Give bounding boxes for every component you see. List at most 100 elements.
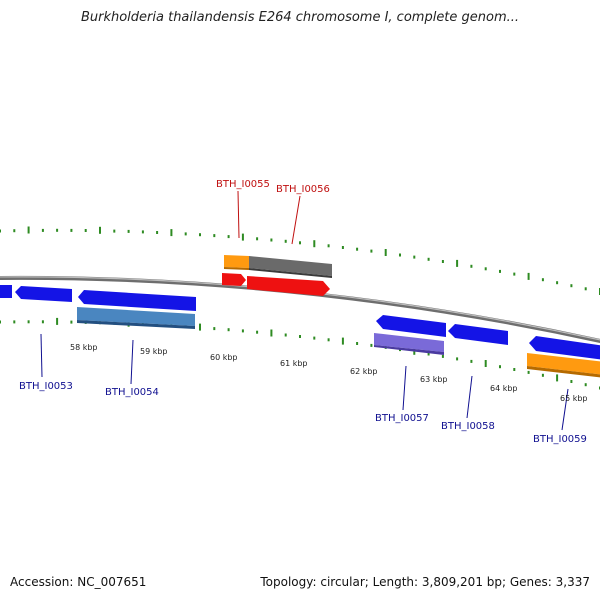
minor-tick [484, 267, 487, 271]
gene-leader-line [237, 190, 240, 239]
gene-leader-line [130, 339, 134, 385]
minor-tick [184, 232, 187, 236]
gene-leader-line [291, 195, 301, 245]
tick-label: 58 kbp [70, 343, 98, 352]
accession-text: Accession: NC_007651 [10, 575, 147, 589]
inner-dot-track [0, 317, 600, 390]
minor-tick [41, 228, 44, 232]
gene-label[interactable]: BTH_I0053 [19, 381, 73, 392]
feature-red-arrow-1[interactable] [222, 273, 246, 286]
minor-tick [541, 278, 544, 282]
major-tick [341, 337, 344, 345]
gene-label[interactable]: BTH_I0055 [216, 179, 270, 190]
minor-tick [213, 327, 216, 331]
minor-tick [199, 233, 201, 237]
minor-tick [470, 264, 473, 268]
minor-tick [556, 281, 559, 285]
minor-tick [370, 249, 373, 253]
minor-tick [570, 380, 573, 383]
minor-tick [141, 230, 144, 234]
major-tick [456, 259, 459, 267]
major-tick [556, 374, 559, 382]
major-tick [241, 233, 244, 241]
feature-gray-bar[interactable] [249, 256, 332, 278]
feature-red-arrow-2[interactable] [247, 276, 330, 296]
feature-blue-arrow-1[interactable] [0, 285, 12, 298]
feature-orange-lower[interactable] [527, 353, 600, 378]
minor-tick [584, 287, 587, 291]
minor-tick [227, 328, 230, 332]
minor-tick [356, 247, 359, 251]
minor-tick [299, 241, 301, 245]
feature-blue-arrow-4[interactable] [376, 315, 446, 337]
minor-tick [570, 284, 573, 288]
minor-tick [0, 229, 1, 233]
minor-tick [0, 320, 1, 324]
tick-label: 60 kbp [210, 353, 238, 362]
tick-label: 61 kbp [280, 359, 308, 368]
minor-tick [241, 329, 244, 333]
minor-tick [441, 354, 444, 358]
minor-tick [584, 383, 587, 387]
minor-tick [356, 342, 359, 345]
minor-tick [256, 237, 259, 241]
gene-label[interactable]: BTH_I0057 [375, 413, 429, 424]
minor-tick [341, 246, 344, 249]
gene-label[interactable]: BTH_I0054 [105, 387, 159, 398]
minor-tick [327, 338, 330, 342]
major-tick [199, 323, 201, 331]
minor-tick [156, 231, 159, 234]
minor-tick [499, 269, 501, 273]
gene-label[interactable]: BTH_I0058 [441, 421, 495, 432]
minor-tick [127, 229, 130, 233]
minor-tick [399, 253, 401, 257]
minor-tick [541, 373, 544, 377]
minor-tick [227, 235, 230, 239]
minor-tick [70, 320, 73, 324]
minor-tick [441, 260, 444, 263]
gene-label[interactable]: BTH_I0056 [276, 184, 330, 195]
minor-tick [284, 333, 287, 337]
feature-lavender-bar[interactable] [374, 333, 444, 355]
tick-label: 65 kbp [560, 394, 588, 403]
minor-tick [499, 365, 501, 369]
major-tick [313, 240, 316, 248]
minor-tick [513, 368, 516, 371]
tick-label: 62 kbp [350, 367, 378, 376]
outer-dot-track [0, 226, 600, 295]
feature-blue-arrow-3[interactable] [78, 290, 196, 311]
minor-tick [213, 234, 216, 238]
major-tick [484, 360, 487, 367]
topology-text: Topology: circular; Length: 3,809,201 bp… [260, 575, 590, 589]
minor-tick [256, 330, 259, 334]
minor-tick [299, 335, 301, 338]
gene-leader-line [561, 388, 569, 431]
minor-tick [56, 228, 59, 232]
feature-blue-arrow-6[interactable] [529, 336, 600, 360]
minor-tick [456, 357, 459, 361]
minor-tick [427, 352, 430, 356]
minor-tick [41, 320, 44, 324]
major-tick [170, 229, 173, 237]
minor-tick [327, 244, 330, 248]
feature-blue-arrow-2[interactable] [15, 286, 72, 302]
major-tick [56, 317, 59, 325]
feature-blue-arrow-5[interactable] [448, 324, 508, 345]
minor-tick [370, 343, 373, 347]
minor-tick [413, 255, 416, 259]
feature-steelblue-bar[interactable] [77, 307, 195, 329]
feature-orange-upper[interactable] [224, 255, 249, 270]
gene-label[interactable]: BTH_I0059 [533, 434, 587, 445]
minor-tick [270, 238, 273, 242]
minor-tick [427, 257, 430, 261]
major-tick [270, 329, 273, 337]
gene-leader-line [402, 365, 407, 411]
tick-label: 59 kbp [140, 347, 168, 356]
minor-tick [313, 336, 316, 340]
minor-tick [84, 229, 87, 232]
minor-tick [13, 320, 16, 324]
minor-tick [513, 272, 516, 276]
minor-tick [27, 320, 30, 324]
